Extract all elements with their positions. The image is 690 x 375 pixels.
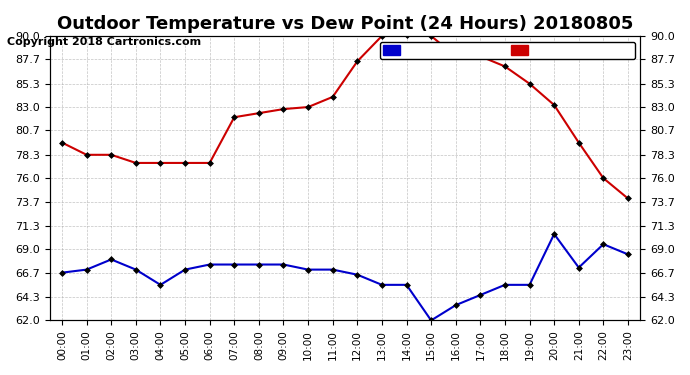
Legend: Dew Point (°F), Temperature (°F): Dew Point (°F), Temperature (°F) — [380, 42, 635, 59]
Text: Copyright 2018 Cartronics.com: Copyright 2018 Cartronics.com — [7, 37, 201, 47]
Title: Outdoor Temperature vs Dew Point (24 Hours) 20180805: Outdoor Temperature vs Dew Point (24 Hou… — [57, 15, 633, 33]
